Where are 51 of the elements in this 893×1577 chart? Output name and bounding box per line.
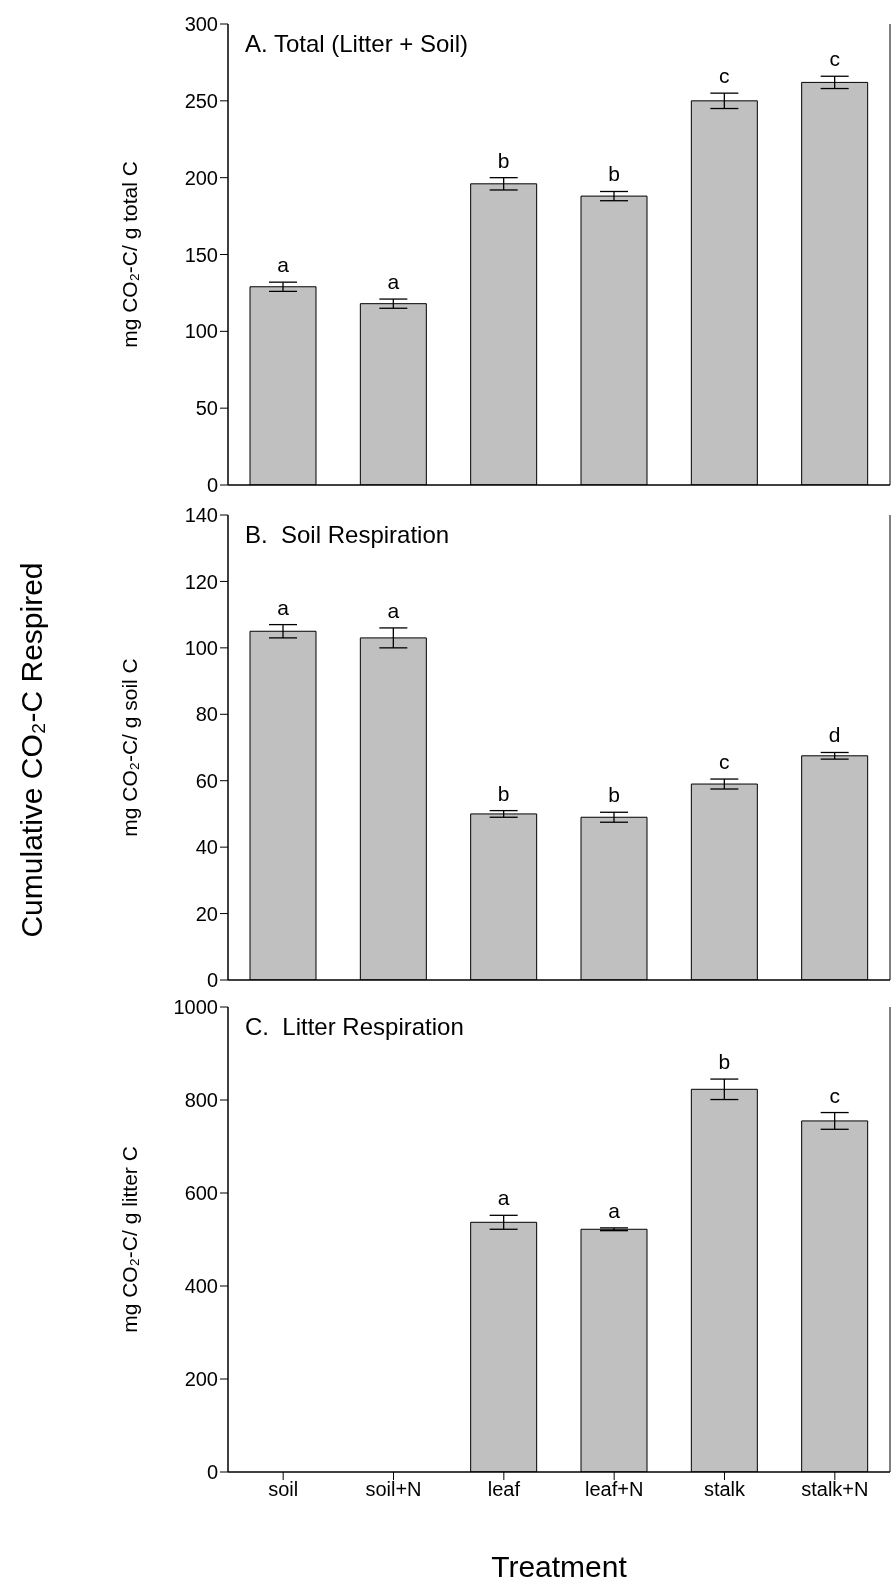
y-tick-label: 250 (184, 89, 218, 112)
x-tick-label: soil+N (365, 1478, 422, 1501)
annotation: c (719, 64, 730, 88)
y-axis-title: mg CO₂-C/ g total C (118, 161, 142, 348)
y-tick-label: 60 (195, 769, 218, 792)
y-tick-label: 40 (195, 836, 218, 859)
annotation: b (608, 783, 620, 807)
annotation: d (828, 723, 841, 747)
x-tick-label: leaf (487, 1478, 521, 1501)
y-tick-label: 0 (206, 969, 218, 992)
x-tick-label: leaf+N (584, 1478, 644, 1501)
x-tick-label: stalk (703, 1478, 747, 1501)
annotation: b (608, 162, 620, 186)
annotation: a (608, 1198, 621, 1222)
y-axis-title: mg CO₂-C/ g litter C (118, 1146, 142, 1333)
x-tick-label: soil (268, 1478, 299, 1501)
y-tick-label: 200 (184, 166, 218, 189)
y-tick-label: 1000 (173, 996, 218, 1019)
annotation: a (387, 598, 400, 622)
annotation: a (497, 1186, 510, 1210)
y-tick-label: 600 (184, 1182, 218, 1205)
y-tick-label: 300 (184, 13, 218, 36)
x-axis-title: Treatment (491, 1550, 628, 1577)
annotation: b (497, 781, 510, 805)
annotation: c (829, 1083, 840, 1107)
y-tick-label: 80 (195, 703, 218, 726)
y-tick-label: 400 (184, 1275, 218, 1298)
chart-title: A. Total (Litter + Soil) (245, 30, 468, 58)
annotation: a (387, 270, 400, 294)
annotation: b (718, 1050, 731, 1074)
annotation: c (829, 47, 840, 71)
annotation: a (277, 595, 290, 619)
chart-title: B. Soil Respiration (245, 521, 450, 549)
y-tick-label: 200 (184, 1368, 218, 1391)
chart-title: C. Litter Respiration (245, 1013, 464, 1041)
text: Cumulative CO₂-C Respired (15, 562, 48, 938)
y-tick-label: 100 (184, 636, 218, 659)
y-axis-title: mg CO₂-C/ g soil C (118, 658, 142, 837)
y-tick-label: 150 (184, 243, 218, 266)
y-tick-label: 20 (195, 902, 218, 925)
y-tick-label: 140 (184, 504, 218, 527)
annotation: b (497, 148, 510, 172)
y-tick-label: 0 (206, 474, 218, 497)
x-tick-label: stalk+N (801, 1478, 869, 1501)
annotation: a (277, 253, 290, 277)
y-tick-label: 120 (184, 570, 218, 593)
y-tick-label: 800 (184, 1089, 218, 1112)
annotation: c (719, 750, 730, 774)
y-tick-label: 0 (206, 1461, 218, 1484)
y-tick-label: 100 (184, 320, 218, 343)
y-tick-label: 50 (195, 397, 218, 420)
